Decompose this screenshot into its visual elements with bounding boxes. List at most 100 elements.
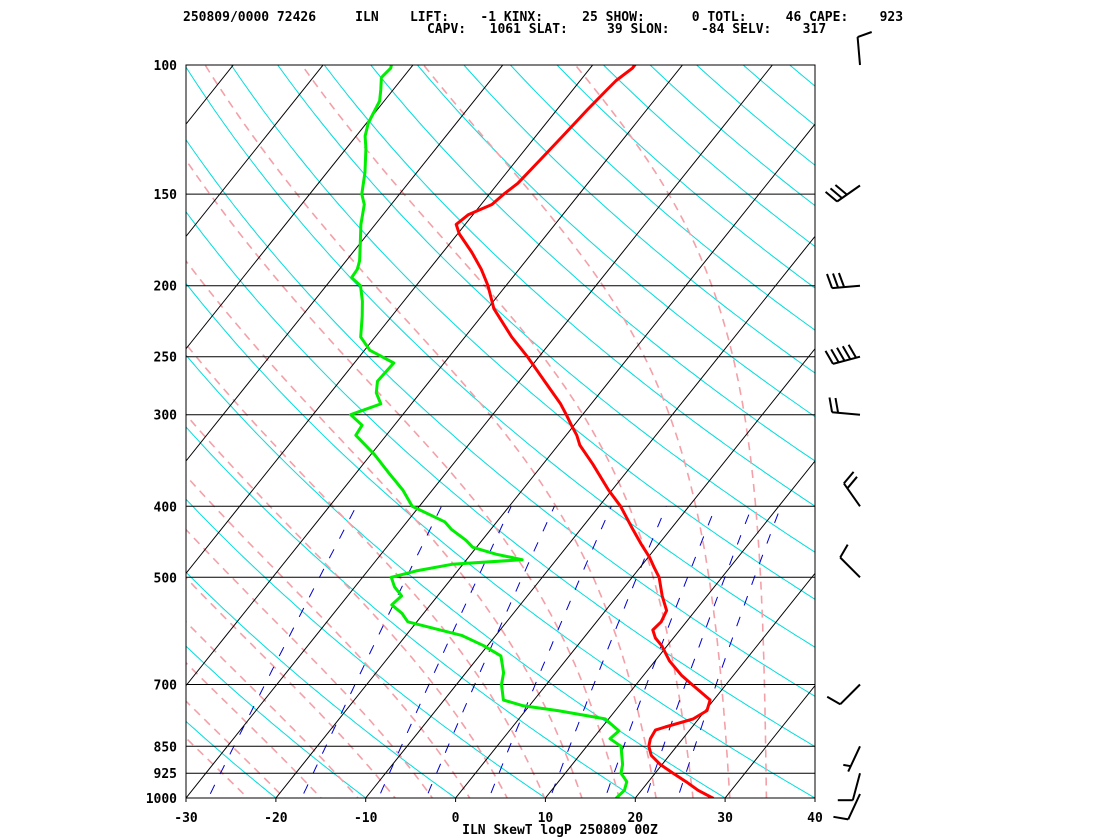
wind-barb-feather	[841, 345, 852, 360]
isotherm	[724, 684, 815, 798]
isotherm	[905, 65, 1120, 798]
header-line-1: 250809/0000 72426 ILN LIFT: -1 KINX: 25 …	[183, 10, 903, 25]
wind-barb-feather	[834, 397, 840, 413]
y-tick-label: 1000	[146, 792, 177, 807]
moist-adiabat	[186, 259, 583, 798]
y-tick-label: 200	[154, 280, 178, 295]
dry-adiabat	[186, 571, 457, 798]
moist-adiabat	[186, 661, 323, 798]
wind-barb-feather	[828, 397, 834, 413]
wind-barb-feather	[843, 763, 851, 768]
wind-barb-feather	[824, 191, 838, 203]
moist-adiabat	[186, 736, 249, 798]
wind-barb-feather	[843, 471, 855, 485]
dry-adiabat	[463, 65, 815, 374]
dry-adiabat	[186, 139, 815, 697]
y-tick-label: 700	[154, 679, 178, 694]
isotherm	[186, 65, 594, 575]
dry-adiabat	[186, 66, 815, 648]
plot-frame	[185, 64, 816, 799]
wind-barb-staff	[832, 284, 861, 290]
wind-barb	[826, 272, 861, 290]
y-tick-label: 250	[154, 351, 178, 366]
mixing-ratio-line	[425, 506, 555, 798]
y-tick-label: 300	[154, 409, 178, 424]
moist-adiabat	[186, 343, 546, 798]
isotherm	[186, 65, 324, 238]
moist-adiabat	[574, 65, 768, 798]
dry-adiabat	[817, 49, 1120, 814]
x-tick-label: -10	[354, 811, 378, 826]
x-tick-label: 40	[807, 811, 823, 826]
wind-barb	[843, 471, 861, 507]
wind-barb-staff	[832, 411, 861, 416]
mixing-ratio-line	[301, 506, 442, 798]
wind-barb-feather	[829, 187, 843, 199]
isotherm	[545, 460, 815, 798]
wind-barb-feather	[837, 272, 846, 288]
isotherm	[455, 347, 815, 798]
mixing-ratio-line	[677, 506, 782, 798]
isotherm	[634, 572, 815, 798]
wind-barb-feather	[826, 273, 834, 289]
wind-barb-staff	[836, 184, 861, 203]
wind-barb	[824, 184, 861, 203]
dry-adiabat	[416, 65, 815, 418]
grid-layer	[0, 49, 1120, 814]
dry-adiabat	[186, 797, 187, 798]
isotherm	[186, 65, 683, 687]
x-tick-label: 0	[452, 811, 460, 826]
mixing-ratio-line	[488, 506, 612, 798]
dry-adiabat	[602, 65, 815, 248]
dry-adiabat	[186, 354, 727, 798]
dry-adiabat	[277, 65, 815, 553]
isotherm	[186, 65, 773, 798]
moist-adiabat	[186, 158, 620, 798]
dry-adiabat	[186, 426, 637, 798]
dry-adiabat	[230, 65, 815, 600]
wind-barb-staff	[843, 482, 861, 507]
wind-barb	[833, 793, 861, 821]
wind-barb-column	[824, 31, 873, 821]
wind-barb-staff	[839, 556, 861, 579]
wind-barb-feather	[826, 695, 841, 706]
moist-adiabat	[204, 65, 657, 798]
y-tick-label: 150	[154, 188, 178, 203]
x-tick-label: 20	[627, 811, 643, 826]
wind-barb	[839, 544, 861, 579]
x-axis-title: ILN SkewT logP 250809 00Z	[462, 823, 658, 838]
isotherm	[186, 65, 414, 350]
dry-adiabat	[908, 49, 1120, 814]
dry-adiabat	[863, 49, 1120, 814]
wind-barb-staff	[856, 37, 861, 66]
x-tick-label: -20	[264, 811, 288, 826]
dry-adiabat	[695, 65, 815, 166]
dry-adiabat	[370, 65, 815, 462]
wind-barb	[837, 772, 861, 802]
x-tick-label: -30	[174, 811, 198, 826]
dry-adiabat	[186, 282, 815, 798]
dry-adiabat	[186, 498, 547, 798]
isotherm	[0, 65, 143, 798]
x-tick-label: 30	[717, 811, 733, 826]
y-tick-label: 500	[154, 571, 178, 586]
wind-barb-staff	[839, 683, 861, 706]
dewpoint-profile	[349, 65, 629, 798]
y-tick-label: 925	[154, 767, 177, 782]
wind-barb	[824, 344, 861, 365]
header-line-2: CAPV: 1061 SLAT: 39 SLON: -84 SELV: 317	[427, 22, 826, 37]
wind-barb-feather	[836, 347, 846, 362]
x-tick-label: 10	[538, 811, 554, 826]
y-tick-label: 100	[154, 59, 178, 74]
y-tick-label: 400	[154, 500, 178, 515]
wind-barb-feather	[832, 273, 840, 288]
wind-barb-feather	[824, 350, 834, 365]
isotherm	[186, 65, 504, 462]
dry-adiabat	[323, 65, 815, 507]
moist-adiabat	[186, 528, 434, 798]
dry-adiabat	[788, 65, 815, 87]
dry-adiabat	[186, 720, 277, 798]
trace-layer	[349, 65, 715, 798]
